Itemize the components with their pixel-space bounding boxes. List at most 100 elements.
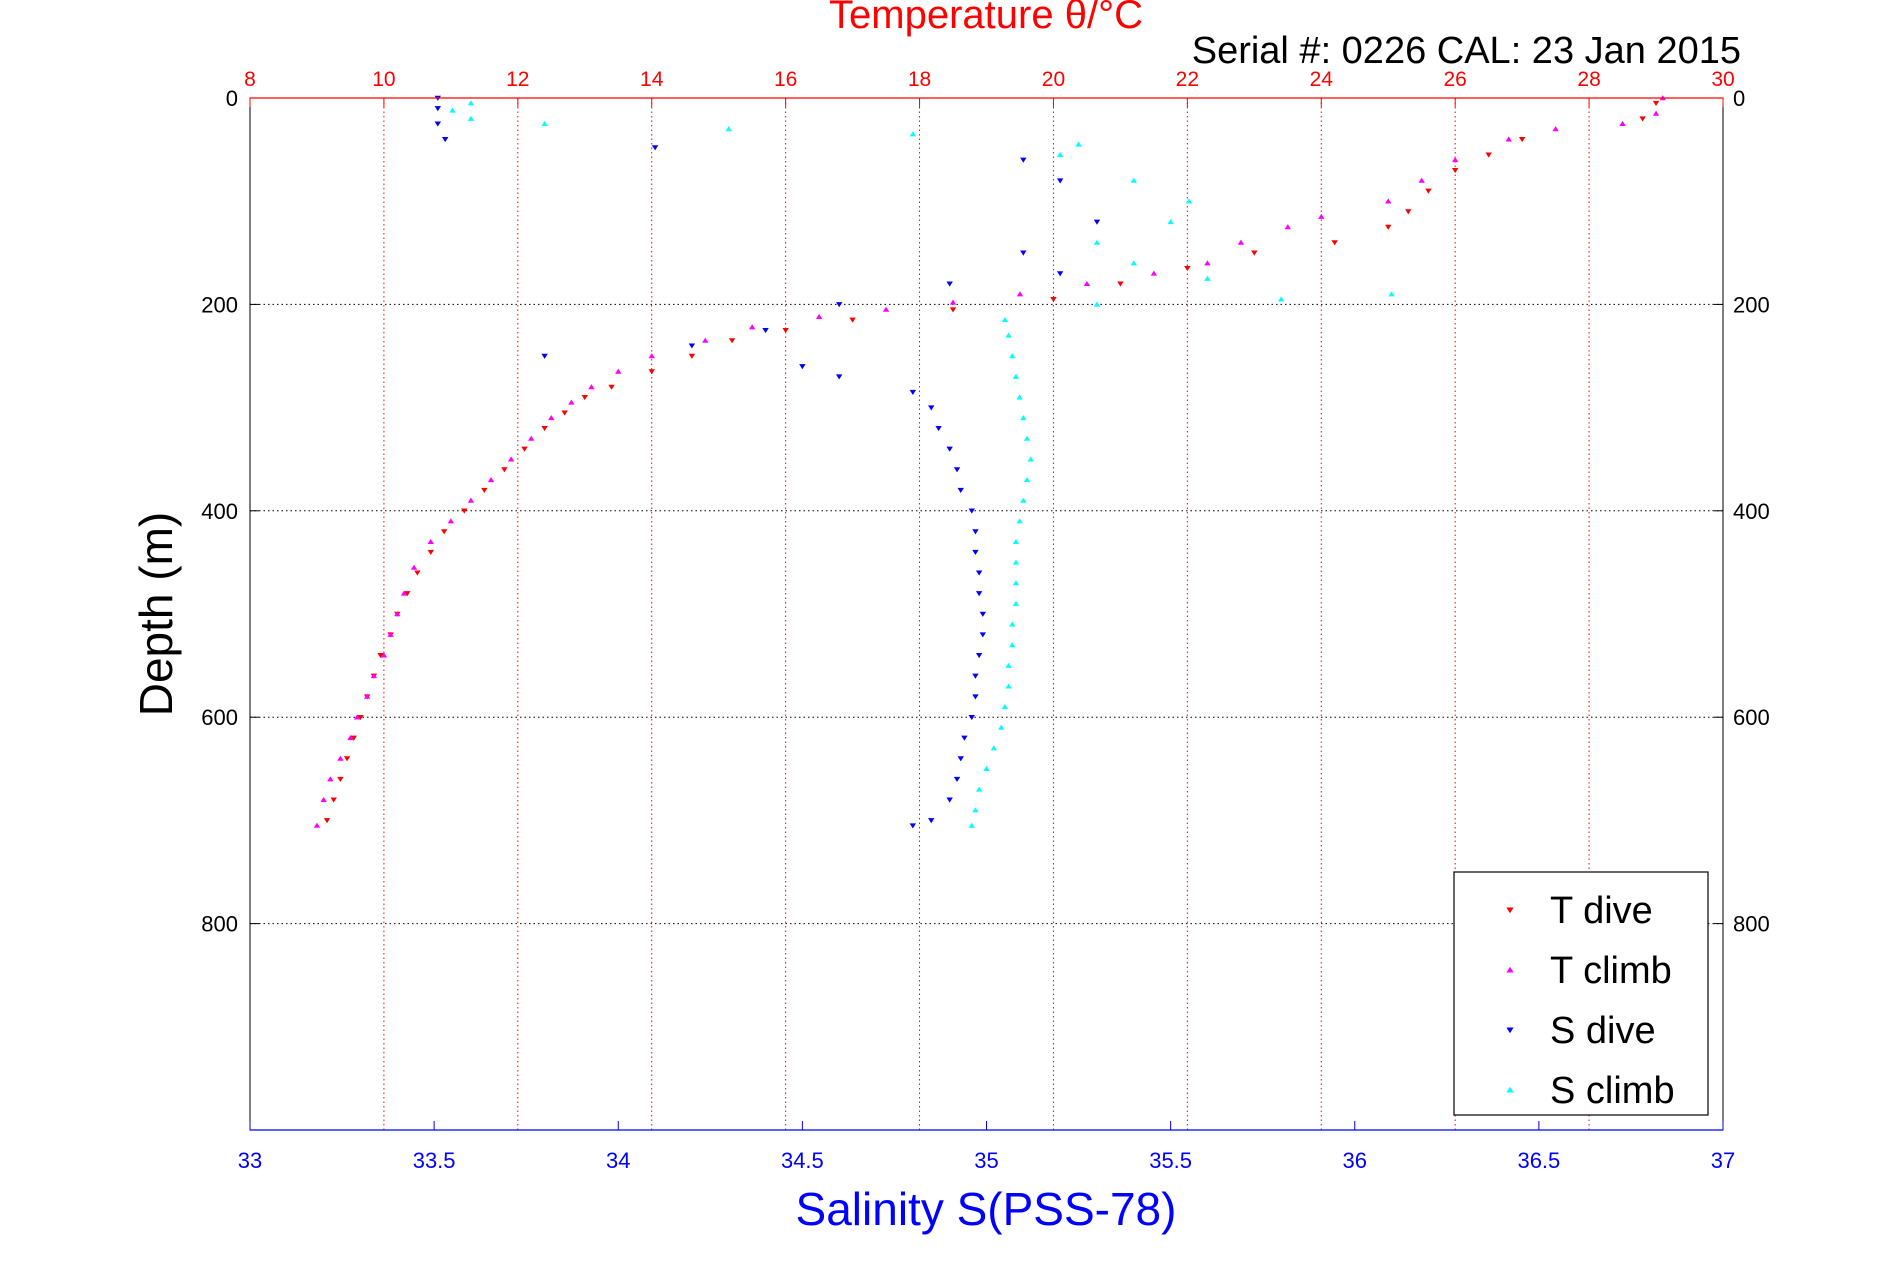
data-point — [330, 797, 337, 803]
data-point — [1020, 250, 1027, 256]
data-point — [975, 786, 983, 792]
data-point — [1020, 497, 1027, 503]
salinity-tick-label: 36 — [1343, 1148, 1367, 1173]
data-point — [1005, 332, 1012, 338]
data-point — [1005, 683, 1012, 689]
data-point — [1451, 157, 1459, 163]
salinity-tick-label: 37 — [1711, 1148, 1735, 1173]
data-point — [946, 281, 953, 287]
depth-tick-label-left: 600 — [201, 705, 238, 730]
data-point — [1020, 415, 1027, 421]
data-point — [501, 467, 508, 473]
data-point — [313, 822, 321, 828]
legend-marker — [1506, 1027, 1514, 1034]
data-point — [946, 446, 953, 452]
data-point — [1009, 621, 1016, 627]
data-point — [882, 306, 890, 312]
data-point — [972, 673, 979, 679]
data-point — [928, 818, 935, 824]
legend-marker — [1506, 1086, 1514, 1093]
data-point — [1056, 151, 1064, 157]
data-point — [427, 549, 434, 555]
data-point — [467, 497, 475, 503]
salinity-tick-label: 35 — [974, 1148, 998, 1173]
data-point — [1204, 275, 1211, 281]
depth-tick-label-right: 200 — [1733, 292, 1770, 317]
salinity-tick-label: 33.5 — [413, 1148, 456, 1173]
legend-label: S climb — [1550, 1070, 1675, 1112]
data-point — [521, 446, 528, 452]
data-point — [337, 776, 344, 782]
data-point — [799, 364, 806, 370]
data-point — [400, 590, 408, 596]
legend-marker — [1506, 966, 1514, 973]
data-point — [702, 337, 709, 343]
data-point — [581, 395, 588, 401]
data-point — [615, 368, 622, 374]
data-point — [440, 529, 448, 535]
data-point — [337, 755, 344, 761]
data-point — [953, 776, 961, 782]
tick-layer: 0 0 200 200 400 400 600 600 800 800 8 10 12 14 16 18 20 2… — [201, 68, 1769, 1173]
data-point — [1652, 100, 1660, 107]
temperature-tick-label: 10 — [372, 68, 395, 91]
x-axis-label: Salinity S(PSS-78) — [796, 1183, 1177, 1235]
series-layer — [313, 95, 1666, 829]
data-point — [1552, 126, 1559, 132]
temperature-tick-label: 18 — [908, 68, 931, 91]
data-point — [410, 564, 418, 570]
data-point — [1485, 152, 1492, 158]
data-point — [541, 426, 548, 432]
data-point — [467, 115, 475, 121]
data-point — [1251, 250, 1258, 256]
data-point — [1020, 157, 1027, 163]
data-point — [441, 137, 449, 143]
data-point — [975, 570, 983, 576]
data-point — [1001, 317, 1009, 323]
data-point — [541, 353, 548, 359]
data-point — [507, 456, 515, 462]
data-point — [1009, 353, 1016, 359]
data-point — [404, 591, 411, 597]
data-point — [1023, 435, 1031, 441]
data-point — [648, 353, 655, 359]
data-point — [608, 384, 615, 390]
data-point — [414, 570, 421, 576]
data-point — [1093, 239, 1101, 245]
legend: T dive T climb S dive S climb — [1453, 871, 1709, 1116]
salinity-tick-label: 35.5 — [1149, 1148, 1192, 1173]
data-point — [975, 591, 983, 597]
data-point — [467, 100, 475, 106]
data-point — [979, 632, 987, 638]
data-point — [1185, 198, 1193, 204]
data-point — [909, 389, 917, 395]
data-point — [1012, 580, 1020, 586]
data-point — [725, 126, 732, 132]
legend-marker — [1506, 907, 1514, 914]
data-point — [1451, 168, 1459, 174]
salinity-tick-label: 36.5 — [1517, 1148, 1560, 1173]
data-point — [1050, 297, 1057, 303]
data-point — [1405, 209, 1412, 215]
data-point — [1639, 116, 1646, 122]
data-point — [972, 807, 979, 813]
salinity-tick-label: 34.5 — [781, 1148, 824, 1173]
data-point — [370, 673, 378, 679]
data-point — [935, 426, 942, 432]
data-point — [1001, 704, 1009, 710]
data-point — [1016, 394, 1023, 400]
data-point — [1027, 456, 1034, 462]
data-point — [1056, 178, 1064, 184]
data-point — [1023, 476, 1031, 483]
depth-tick-label-right: 400 — [1733, 499, 1770, 524]
data-point — [1184, 266, 1191, 272]
data-point — [975, 653, 983, 659]
data-point — [957, 756, 964, 762]
data-point — [377, 653, 384, 659]
data-point — [972, 529, 979, 535]
data-point — [320, 796, 327, 802]
data-point — [949, 307, 957, 313]
grid-layer — [249, 97, 1724, 1130]
temperature-tick-label: 28 — [1577, 68, 1600, 91]
